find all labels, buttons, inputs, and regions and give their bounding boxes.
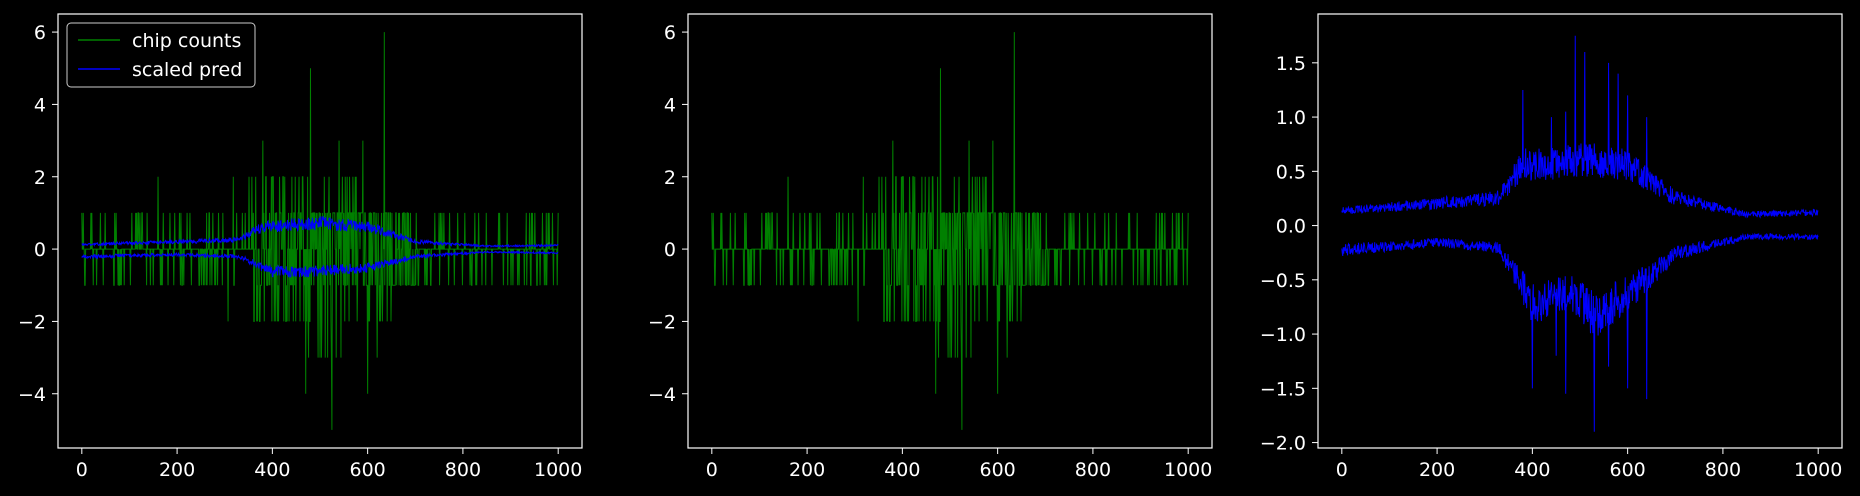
- x-ticks-1: 0 200 400 600 800 1000: [76, 448, 582, 481]
- y-tick-label: 4: [34, 94, 46, 116]
- y-tick-label: 2: [664, 167, 676, 189]
- y-ticks-1: −4 −2 0 2 4 6: [18, 22, 58, 406]
- x-tick-label: 600: [980, 459, 1016, 481]
- legend: chip counts scaled pred: [66, 22, 256, 88]
- y-tick-label: −2: [648, 311, 676, 333]
- axes-frame-3: [1317, 13, 1843, 449]
- x-tick-label: 600: [1610, 459, 1646, 481]
- axes-frame-1: [57, 13, 583, 449]
- x-tick-label: 400: [884, 459, 920, 481]
- x-tick-label: 200: [159, 459, 195, 481]
- y-ticks-3: −2.0 −1.5 −1.0 −0.5 0.0 0.5 1.0 1.5: [1260, 53, 1318, 455]
- chart-panel-3: 0 200 400 600 800 1000 −2.0 −1.5 −1.0 −0.5 0.0 0.5…: [1260, 13, 1843, 481]
- plot-area-2: [711, 32, 1189, 430]
- y-tick-label: 0: [34, 239, 46, 261]
- y-tick-label: 1.5: [1276, 53, 1306, 75]
- x-tick-label: 1000: [1164, 459, 1212, 481]
- x-tick-label: 1000: [534, 459, 582, 481]
- series-line-series-1-lower: [1341, 232, 1819, 432]
- y-tick-label: 0.5: [1276, 161, 1306, 183]
- x-tick-label: 600: [350, 459, 386, 481]
- axes-frame-2: [687, 13, 1213, 449]
- y-tick-label: 6: [34, 22, 46, 44]
- x-tick-label: 800: [1705, 459, 1741, 481]
- y-tick-label: −1.5: [1260, 378, 1306, 400]
- series-line-scaled-pred-lower: [81, 249, 559, 278]
- series-line-chip-counts: [81, 32, 559, 430]
- plot-area-3: [1341, 35, 1819, 432]
- x-tick-label: 200: [1419, 459, 1455, 481]
- series-line-series-1: [711, 32, 1189, 430]
- legend-label-chip-counts: chip counts: [132, 30, 241, 52]
- y-tick-label: −4: [648, 384, 676, 406]
- y-tick-label: 0.0: [1276, 216, 1306, 238]
- x-tick-label: 400: [254, 459, 290, 481]
- x-tick-label: 0: [76, 459, 88, 481]
- x-tick-label: 0: [1336, 459, 1348, 481]
- y-tick-label: 2: [34, 167, 46, 189]
- x-ticks-3: 0 200 400 600 800 1000: [1336, 448, 1842, 481]
- y-tick-label: 0: [664, 239, 676, 261]
- y-tick-label: 6: [664, 22, 676, 44]
- legend-label-scaled-pred: scaled pred: [132, 59, 242, 81]
- x-tick-label: 800: [445, 459, 481, 481]
- x-tick-label: 200: [789, 459, 825, 481]
- legend-box: [66, 22, 256, 88]
- y-ticks-2: −4 −2 0 2 4 6: [648, 22, 688, 406]
- x-ticks-2: 0 200 400 600 800 1000: [706, 448, 1212, 481]
- y-tick-label: −2.0: [1260, 433, 1306, 455]
- chart-panel-2: 0 200 400 600 800 1000 −4 −2 0 2 4 6: [648, 13, 1213, 481]
- y-tick-label: −4: [18, 384, 46, 406]
- chart-panel-1: 0 200 400 600 800 1000 −4 −2 0 2 4 6 chip counts s…: [18, 13, 583, 481]
- x-tick-label: 0: [706, 459, 718, 481]
- series-line-scaled-pred-upper: [81, 215, 559, 249]
- series-line-series-1-upper: [1341, 35, 1819, 219]
- y-tick-label: −0.5: [1260, 270, 1306, 292]
- x-tick-label: 800: [1075, 459, 1111, 481]
- y-tick-label: −2: [18, 311, 46, 333]
- y-tick-label: 1.0: [1276, 107, 1306, 129]
- y-tick-label: 4: [664, 94, 676, 116]
- x-tick-label: 400: [1514, 459, 1550, 481]
- y-tick-label: −1.0: [1260, 324, 1306, 346]
- plot-area-1: [81, 32, 559, 430]
- x-tick-label: 1000: [1794, 459, 1842, 481]
